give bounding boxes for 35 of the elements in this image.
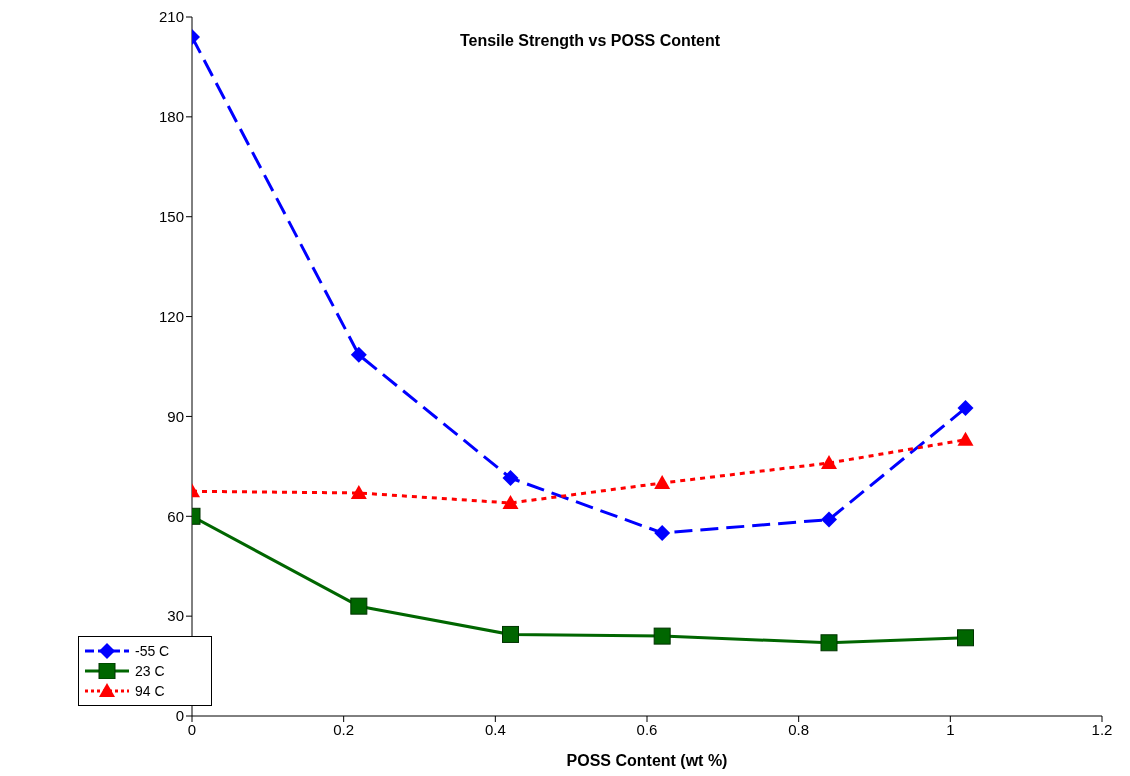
- x-axis-title: POSS Content (wt %): [566, 752, 728, 769]
- point: [350, 346, 367, 363]
- y-tick-label: 30: [167, 607, 184, 625]
- y-tick-label: 60: [167, 507, 184, 525]
- y-tick-label: 210: [158, 8, 184, 26]
- point: [502, 625, 519, 643]
- point: [502, 494, 519, 509]
- x-tick-label: 1.2: [1091, 720, 1113, 738]
- legend-label: -55 C: [135, 643, 170, 659]
- x-tick-label: 0: [187, 720, 197, 738]
- x-tick-label: 0.4: [484, 720, 506, 738]
- legend-label: 94 C: [135, 683, 165, 699]
- point: [957, 431, 974, 446]
- y-tick-label: 0: [175, 707, 184, 725]
- point: [957, 400, 974, 417]
- x-tick-label: 1: [946, 720, 955, 738]
- point: [654, 475, 671, 489]
- x-tick-label: 0.6: [636, 720, 658, 738]
- legend-label: 23 C: [135, 663, 165, 679]
- point: [957, 629, 974, 647]
- point: [654, 524, 671, 541]
- point: [653, 627, 671, 645]
- point: [821, 455, 837, 470]
- text: Tensile Strength vs POSS Content: [458, 32, 722, 50]
- x-tick-label: 0.2: [333, 720, 355, 738]
- point: [350, 597, 368, 615]
- point: [820, 634, 838, 652]
- point: [821, 511, 837, 528]
- point: [502, 470, 519, 487]
- point: [350, 484, 367, 499]
- y-tick-label: 120: [158, 307, 184, 325]
- x-tick-label: 0.8: [788, 720, 810, 738]
- y-tick-label: 150: [158, 208, 184, 226]
- y-tick-label: 180: [158, 108, 184, 126]
- y-tick-label: 90: [167, 407, 184, 425]
